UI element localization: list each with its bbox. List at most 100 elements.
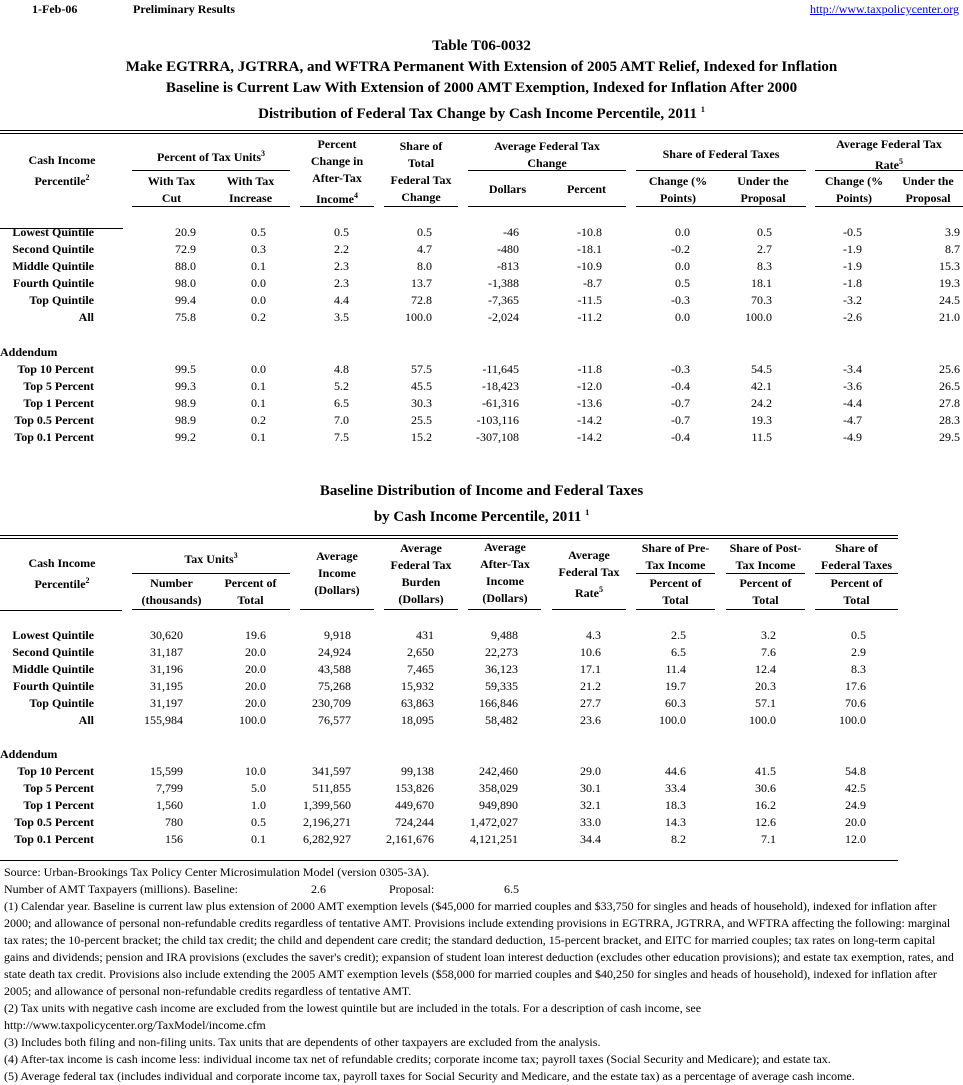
cell-value: 11.4 — [665, 662, 686, 676]
header-underline — [636, 206, 806, 207]
cell-value: 31,196 — [150, 662, 183, 676]
cell-value: 1,399,560 — [303, 798, 351, 812]
footnote-2: (2) Tax units with negative cash income … — [4, 1001, 702, 1032]
cell-value: 100.0 — [745, 310, 772, 324]
cell-value: 2,161,676 — [386, 832, 434, 846]
cell-value: -103,116 — [476, 413, 519, 427]
row-label: Middle Quintile — [12, 259, 94, 273]
header-text: Burden — [401, 575, 441, 589]
header-underline — [300, 609, 374, 610]
cell-value: -0.7 — [671, 413, 690, 427]
header-text: Percent of — [224, 576, 277, 590]
cell-value: 75,268 — [318, 679, 351, 693]
cell-value: 16.2 — [755, 798, 776, 812]
header-text: Federal Taxes — [821, 558, 892, 572]
cell-value: 100.0 — [239, 713, 266, 727]
table-row: Top 0.5 Percent 780 0.5 2,196,271 724,244 1,4… — [0, 814, 963, 831]
cell-value: 0.1 — [251, 379, 266, 393]
cell-value: 20.0 — [245, 645, 266, 659]
table-row: Lowest Quintile 30,620 19.6 9,918 431 9,488 4.… — [0, 627, 963, 644]
cell-value: 42.5 — [845, 781, 866, 795]
amt-proposal-label: Proposal: — [389, 882, 435, 896]
cell-value: 24,924 — [318, 645, 351, 659]
col-percent-tax-units: Percent of Tax Units3 — [132, 145, 290, 166]
col-share-total: Share of Total Federal Tax Change — [384, 138, 458, 206]
cell-value: 60.3 — [665, 696, 686, 710]
cell-value: -0.7 — [671, 396, 690, 410]
footnote-ref: 2 — [85, 576, 90, 585]
tpc-link[interactable]: http://www.taxpolicycenter.org — [810, 2, 959, 16]
cell-value: -3.6 — [843, 379, 862, 393]
table-row: All 155,984 100.0 76,577 18,095 58,482 23.6 100… — [0, 712, 963, 729]
table-row: Top 10 Percent 99.5 0.0 4.8 57.5 -11,645 -11.8… — [0, 361, 963, 378]
cell-value: 449,670 — [395, 798, 434, 812]
cell-value: 45.5 — [411, 379, 432, 393]
header-text: After-Tax — [312, 171, 362, 185]
table2-title: Baseline Distribution of Income and Fede… — [319, 483, 644, 499]
header-text: Income — [318, 566, 356, 580]
cell-value: 99.5 — [175, 362, 196, 376]
footnote-ref: 3 — [233, 551, 238, 560]
col-avg-after-tax: Average After-Tax Income (Dollars) — [468, 539, 542, 607]
cell-value: 72.9 — [175, 242, 196, 256]
header-text: Change (% — [824, 174, 884, 188]
cell-value: 19.7 — [665, 679, 686, 693]
cell-value: 6.5 — [671, 645, 686, 659]
cell-value: -307,108 — [476, 430, 519, 444]
row-label: Second Quintile — [12, 645, 94, 659]
col-percentile: Cash Income Percentile2 — [0, 555, 124, 593]
cell-value: 100.0 — [405, 310, 432, 324]
cell-value: 0.1 — [251, 259, 266, 273]
cell-value: -0.3 — [671, 362, 690, 376]
row-label: Top 1 Percent — [23, 396, 94, 410]
cell-value: 3.2 — [761, 628, 776, 642]
cell-value: 31,197 — [150, 696, 183, 710]
cell-value: -46 — [503, 225, 519, 239]
cell-value: 511,855 — [312, 781, 351, 795]
cell-value: 20.0 — [245, 696, 266, 710]
cell-value: 24.5 — [939, 293, 960, 307]
header-underline — [468, 206, 626, 207]
cell-value: 155,984 — [144, 713, 183, 727]
header-underline — [815, 573, 898, 574]
cell-value: -1,388 — [488, 276, 519, 290]
col-avg-tax-change: Average Federal Tax Change — [468, 138, 626, 172]
cell-value: 431 — [416, 628, 434, 642]
header-underline — [132, 609, 290, 610]
cell-value: -10.8 — [577, 225, 602, 239]
table-row: Top 0.5 Percent 98.9 0.2 7.0 25.5 -103,116 -14… — [0, 412, 963, 429]
cell-value: 33.0 — [580, 815, 601, 829]
header-text: Under the — [902, 174, 954, 188]
cell-value: 0.2 — [251, 413, 266, 427]
header-text: Percent of — [739, 576, 792, 590]
cell-value: 0.0 — [675, 259, 690, 273]
row-label: Lowest Quintile — [12, 225, 94, 239]
footnote-4: (4) After-tax income is cash income less… — [4, 1052, 831, 1066]
cell-value: -11.2 — [577, 310, 602, 324]
cell-value: 0.5 — [417, 225, 432, 239]
table-row: Top 5 Percent 7,799 5.0 511,855 153,826 358,0… — [0, 780, 963, 797]
cell-value: 2.9 — [851, 645, 866, 659]
cell-value: 98.0 — [175, 276, 196, 290]
cell-value: 18.3 — [665, 798, 686, 812]
header-text: Income — [486, 574, 524, 588]
header-text: Tax Units — [184, 552, 234, 566]
cell-value: 780 — [165, 815, 183, 829]
cell-value: 0.2 — [251, 310, 266, 324]
cell-value: 27.7 — [580, 696, 601, 710]
cell-value: 9,488 — [491, 628, 518, 642]
cell-value: 30.6 — [755, 781, 776, 795]
cell-value: 7.1 — [761, 832, 776, 846]
cell-value: 100.0 — [749, 713, 776, 727]
header-underline — [636, 573, 715, 574]
cell-value: 17.6 — [845, 679, 866, 693]
cell-value: 0.0 — [251, 293, 266, 307]
header-text: Share of — [399, 139, 443, 153]
col-with-tax-increase: With Tax Increase — [211, 173, 290, 207]
cell-value: -10.9 — [577, 259, 602, 273]
header-text: Average Federal Tax — [836, 137, 942, 151]
header-underline — [815, 170, 963, 171]
footnote-ref: 1 — [585, 508, 590, 517]
cell-value: 0.1 — [251, 832, 266, 846]
header-text: Points) — [836, 191, 872, 205]
